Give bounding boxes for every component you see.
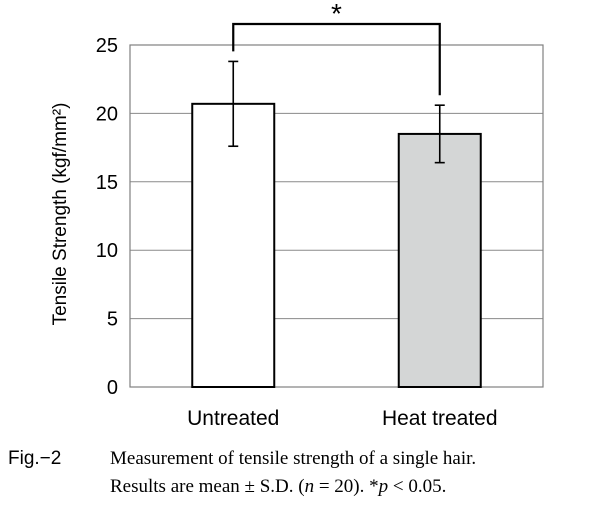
caption-line-2: Results are mean ± S.D. (n = 20). *p < 0…	[110, 476, 446, 498]
bracket-line	[232, 22, 441, 96]
x-tick-label: Untreated	[187, 407, 279, 430]
y-tick-label: 10	[96, 240, 118, 262]
caption-line-1: Measurement of tensile strength of a sin…	[110, 448, 477, 469]
x-tick-label: Heat treated	[382, 407, 498, 430]
bars	[191, 60, 482, 388]
caption-p: p	[378, 476, 389, 497]
x-tick-labels: Untreated Heat treated	[187, 407, 497, 430]
y-tick-label: 20	[96, 103, 118, 125]
plot-frame	[129, 44, 544, 388]
significance-marker: *	[331, 0, 342, 29]
caption-line-2-post: < 0.05.	[388, 476, 447, 497]
y-tick-label: 25	[96, 35, 118, 57]
y-tick-labels: 0 5 10 15 20 25	[96, 35, 118, 399]
caption-label: Fig.−2	[8, 448, 62, 469]
y-tick-label: 5	[107, 309, 118, 331]
bar	[191, 102, 276, 388]
caption-line-2-pre: Results are mean ± S.D. (	[110, 476, 305, 497]
caption-line-2-mid: = 20).	[314, 476, 370, 497]
y-axis-label: Tensile Strength (kgf/mm²)	[50, 103, 71, 326]
caption-star: *	[369, 476, 379, 497]
y-tick-label: 15	[96, 172, 118, 194]
significance-bracket: *	[232, 0, 441, 96]
caption-n: n	[304, 476, 315, 497]
bar	[397, 132, 482, 388]
bar-chart: 0 5 10 15 20 25 Untreated Heat treated * Tensi…	[50, 0, 544, 430]
y-tick-label: 0	[107, 377, 118, 399]
